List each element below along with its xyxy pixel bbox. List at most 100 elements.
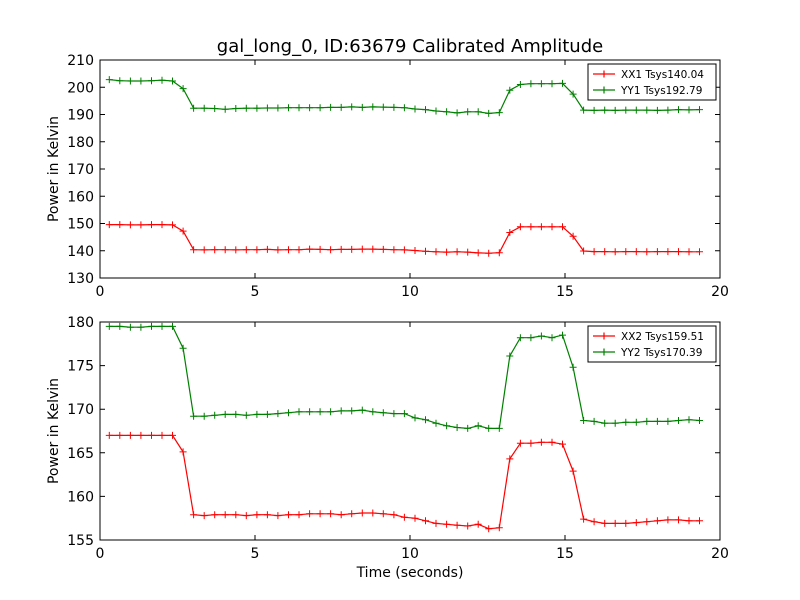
data-point [559, 331, 566, 339]
data-point [685, 517, 693, 525]
data-point [126, 431, 134, 439]
data-point [664, 106, 672, 114]
data-point [190, 246, 198, 254]
data-point [190, 511, 198, 519]
data-point [263, 511, 271, 519]
data-point [327, 103, 335, 111]
data-point [190, 104, 198, 112]
data-point [527, 334, 535, 342]
data-point [411, 514, 419, 522]
data-point [611, 419, 619, 427]
data-point [516, 439, 524, 447]
data-point [295, 408, 303, 416]
data-point [358, 406, 366, 414]
data-point [422, 106, 429, 114]
data-point [295, 246, 303, 254]
x-tick-label: 20 [711, 546, 729, 562]
data-point [169, 322, 176, 330]
data-point [643, 518, 651, 526]
data-point [105, 221, 113, 229]
data-point [653, 417, 661, 425]
data-point [337, 245, 345, 253]
data-point [685, 248, 693, 256]
data-point [126, 77, 134, 85]
data-point [221, 105, 229, 113]
data-point [379, 245, 387, 253]
data-point [337, 511, 345, 519]
data-point [601, 248, 609, 256]
data-point [611, 248, 619, 256]
data-point [400, 104, 408, 112]
data-point [411, 414, 419, 422]
data-point [400, 513, 408, 521]
data-point [327, 510, 335, 518]
data-point [506, 229, 514, 236]
data-point [580, 417, 588, 424]
data-point [116, 77, 124, 85]
data-point [221, 410, 229, 418]
data-point [211, 511, 219, 519]
data-point [306, 245, 314, 253]
data-point [495, 424, 503, 432]
data-point [211, 411, 219, 419]
data-point [548, 223, 556, 231]
data-point [432, 107, 440, 115]
y-tick-label: 175 [67, 359, 94, 375]
figure-title: gal_long_0, ID:63679 Calibrated Amplitud… [217, 36, 603, 57]
legend-label: XX1 Tsys140.04 [621, 69, 704, 81]
data-point [285, 409, 292, 417]
data-point [569, 232, 577, 240]
data-point [105, 431, 113, 439]
data-point [453, 424, 461, 431]
data-point [559, 79, 566, 87]
legend-box [587, 325, 717, 363]
data-point [432, 519, 440, 527]
x-tick-label: 20 [711, 284, 729, 300]
data-point [379, 103, 387, 111]
data-point [179, 85, 187, 93]
data-point [506, 86, 514, 94]
data-point [601, 419, 609, 427]
data-point [169, 221, 176, 229]
data-point [232, 246, 240, 254]
data-point [601, 106, 609, 114]
data-point [422, 517, 429, 525]
data-point [548, 80, 556, 88]
data-point [116, 431, 124, 439]
data-point [675, 106, 682, 114]
legend-swatch [593, 348, 615, 356]
data-point [158, 221, 166, 229]
data-point [675, 248, 682, 256]
data-point [685, 416, 693, 424]
x-tick-label: 15 [556, 284, 574, 300]
data-point [242, 104, 250, 112]
data-point [653, 248, 661, 256]
y-tick-label: 155 [67, 533, 94, 549]
data-point [200, 412, 208, 420]
data-point [696, 517, 703, 525]
y-tick-label: 190 [67, 108, 94, 124]
data-point [622, 106, 630, 114]
legend: XX1 Tsys140.04 YY1 Tsys192.79 [587, 63, 717, 101]
x-tick-label: 10 [401, 284, 419, 300]
y-tick-label: 160 [67, 489, 94, 505]
data-point [253, 410, 261, 418]
data-point [400, 410, 408, 418]
data-point [306, 104, 314, 112]
data-point [474, 108, 482, 116]
x-tick-label: 5 [251, 546, 260, 562]
data-point [632, 519, 640, 527]
data-point [675, 516, 682, 524]
data-point [263, 245, 271, 253]
data-point [232, 410, 240, 418]
data-point [611, 519, 619, 527]
data-point [200, 512, 208, 520]
data-point [495, 524, 503, 532]
data-point [137, 431, 145, 439]
data-point [611, 106, 619, 114]
data-point [327, 246, 335, 254]
data-point [696, 417, 703, 424]
data-point [327, 408, 335, 416]
data-point [443, 520, 451, 528]
top-chart-panel: 0 5 10 15 20 130 140 150 160 170 180 190 200 210 Power… [46, 53, 729, 300]
